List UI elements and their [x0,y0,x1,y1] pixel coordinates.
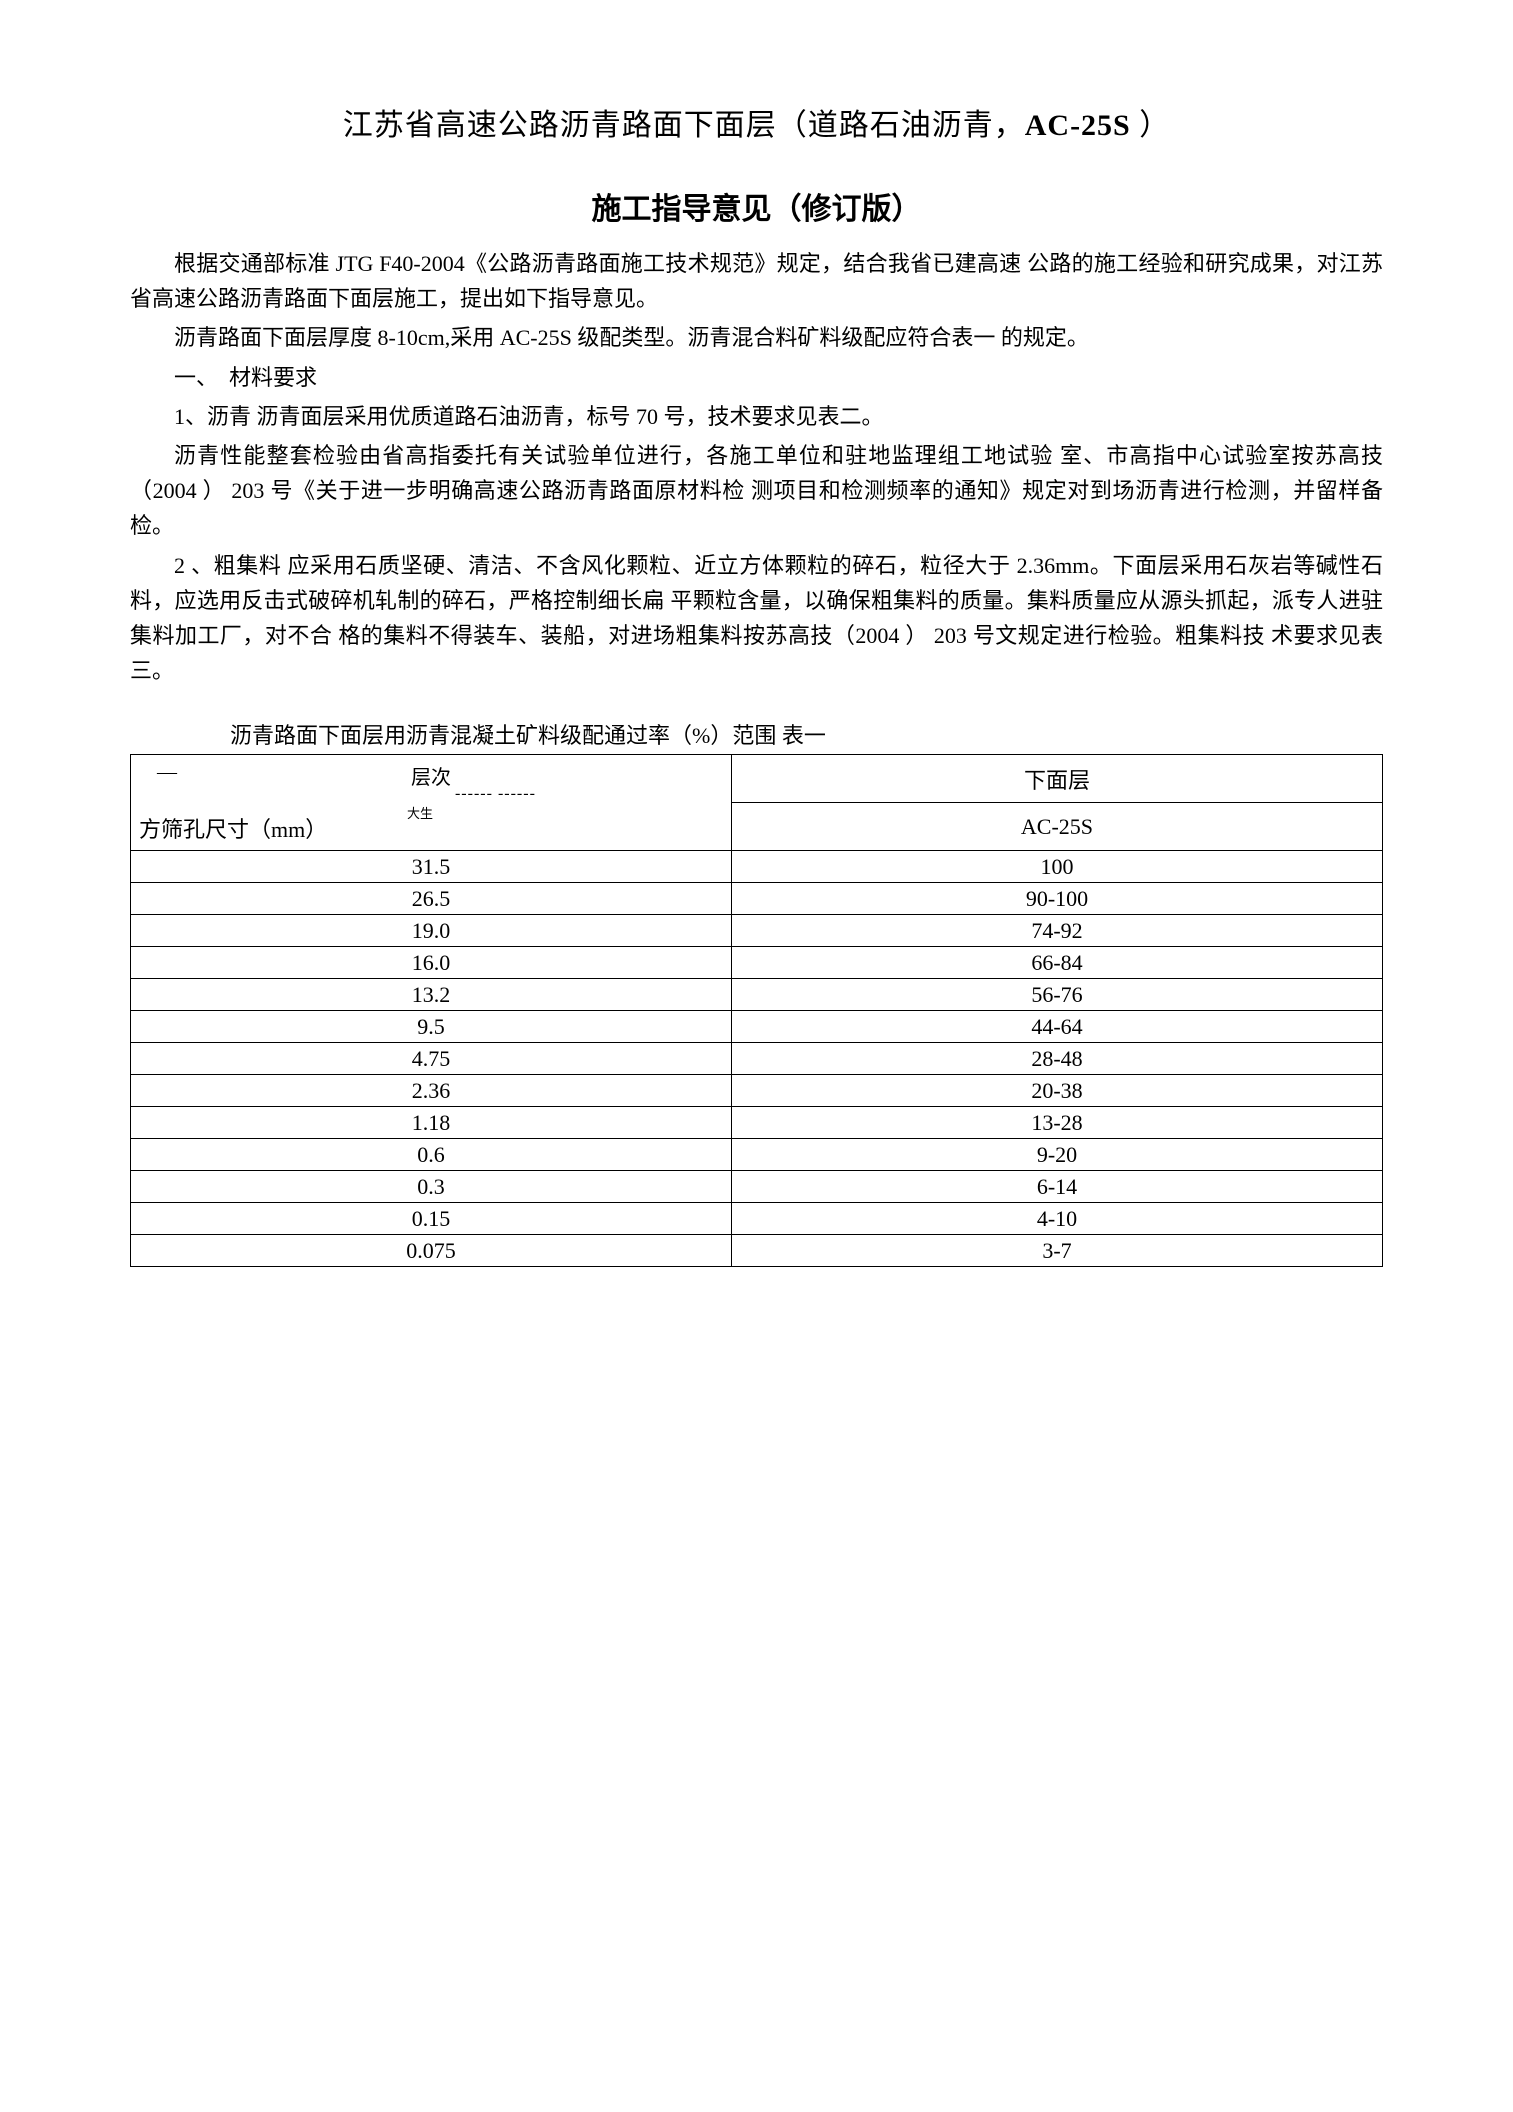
sieve-size-cell: 31.5 [131,851,732,883]
header-dashes: ------ ------ [455,785,536,803]
section-heading-1: 一、 材料要求 [130,360,1383,395]
sieve-size-cell: 1.18 [131,1107,732,1139]
sieve-size-cell: 19.0 [131,915,732,947]
paragraph-intro: 根据交通部标准 JTG F40-2004《公路沥青路面施工技术规范》规定，结合我… [130,246,1383,316]
passing-range-cell: 90-100 [731,883,1382,915]
sieve-size-cell: 0.3 [131,1171,732,1203]
paragraph-inspection: 沥青性能整套检验由省高指委托有关试验单位进行，各施工单位和驻地监理组工地试验 室… [130,438,1383,544]
table-row: 4.7528-48 [131,1043,1383,1075]
item-aggregate: 2 、粗集料 应采用石质坚硬、清洁、不含风化颗粒、近立方体颗粒的碎石，粒径大于 … [130,548,1383,689]
table-row: 16.066-84 [131,947,1383,979]
gradation-table: — 层次 ------ ------ 大生 方筛孔尺寸（mm） 下面层 AC-2… [130,754,1383,1267]
passing-range-cell: 3-7 [731,1235,1382,1267]
table-row: 19.074-92 [131,915,1383,947]
header-lower-layer: 下面层 [731,755,1382,803]
passing-range-cell: 6-14 [731,1171,1382,1203]
passing-range-cell: 56-76 [731,979,1382,1011]
table-row: 9.544-64 [131,1011,1383,1043]
sieve-size-cell: 0.6 [131,1139,732,1171]
table-row: 2.3620-38 [131,1075,1383,1107]
sieve-size-cell: 26.5 [131,883,732,915]
table-row: 26.590-100 [131,883,1383,915]
sieve-size-cell: 2.36 [131,1075,732,1107]
table-row: 1.1813-28 [131,1107,1383,1139]
header-small-text: 大生 [407,803,433,822]
sieve-size-cell: 4.75 [131,1043,732,1075]
sieve-size-cell: 13.2 [131,979,732,1011]
passing-range-cell: 20-38 [731,1075,1382,1107]
item-asphalt: 1、沥青 沥青面层采用优质道路石油沥青，标号 70 号，技术要求见表二。 [130,399,1383,434]
passing-range-cell: 9-20 [731,1139,1382,1171]
header-dash: — [157,761,177,784]
table-row: 0.36-14 [131,1171,1383,1203]
sieve-size-cell: 0.15 [131,1203,732,1235]
passing-range-cell: 4-10 [731,1203,1382,1235]
title-prefix: 江苏省高速公路沥青路面下面层（道路石油沥青， [343,109,1025,142]
table-row: 31.5100 [131,851,1383,883]
table-header-row: — 层次 ------ ------ 大生 方筛孔尺寸（mm） 下面层 [131,755,1383,803]
title-suffix: ） [1131,109,1171,142]
header-layer-label: 层次 [411,761,451,790]
table-row: 0.154-10 [131,1203,1383,1235]
table-caption: 沥青路面下面层用沥青混凝土矿料级配通过率（%）范围 表一 [130,718,1383,750]
table-row: 0.0753-7 [131,1235,1383,1267]
passing-range-cell: 66-84 [731,947,1382,979]
table-row: 0.69-20 [131,1139,1383,1171]
document-title: 江苏省高速公路沥青路面下面层（道路石油沥青，AC-25S ） [130,100,1383,144]
passing-range-cell: 74-92 [731,915,1382,947]
title-code: AC-25S [1025,109,1131,142]
sieve-size-cell: 9.5 [131,1011,732,1043]
passing-range-cell: 44-64 [731,1011,1382,1043]
header-left-cell: — 层次 ------ ------ 大生 方筛孔尺寸（mm） [131,755,732,851]
paragraph-thickness: 沥青路面下面层厚度 8-10cm,采用 AC-25S 级配类型。沥青混合料矿料级… [130,320,1383,355]
sieve-size-cell: 0.075 [131,1235,732,1267]
header-ac25s: AC-25S [731,803,1382,851]
passing-range-cell: 100 [731,851,1382,883]
table-row: 13.256-76 [131,979,1383,1011]
passing-range-cell: 13-28 [731,1107,1382,1139]
header-sieve-label: 方筛孔尺寸（mm） [139,812,327,844]
document-subtitle: 施工指导意见（修订版） [130,184,1383,228]
passing-range-cell: 28-48 [731,1043,1382,1075]
sieve-size-cell: 16.0 [131,947,732,979]
